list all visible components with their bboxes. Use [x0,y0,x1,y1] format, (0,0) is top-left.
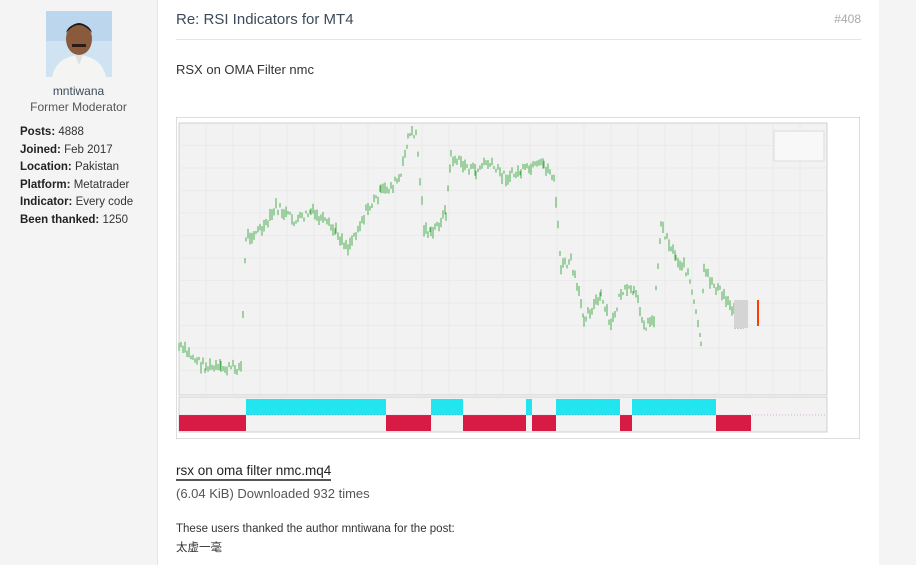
bear-block [532,415,556,431]
stat-indicator: Indicator: Every code [20,194,133,212]
stat-value: Every code [75,196,134,209]
stat-value: Pakistan [74,161,120,174]
attachment-download-link[interactable]: rsx on oma filter nmc.mq4 [176,463,332,481]
author-username[interactable]: mntiwana [52,84,105,98]
author-stats: Posts: 4888 Joined: Feb 2017 Location: P… [20,124,133,230]
thanks-label: These users thanked the author mntiwana … [176,523,455,535]
chart-screenshot-image[interactable] [175,116,861,440]
stat-joined: Joined: Feb 2017 [20,142,133,160]
stat-label: Platform: [20,178,71,191]
stat-label: Posts: [20,126,56,138]
stat-label: Joined: [20,143,61,156]
bull-block [632,399,716,415]
stat-location: Location: Pakistan [20,159,133,177]
post-title[interactable]: Re: RSI Indicators for MT4 [176,11,354,28]
post-body: RSX on OMA Filter nmc [176,62,314,77]
author-avatar[interactable] [46,11,112,77]
bull-block [556,399,620,415]
post-number[interactable]: #408 [834,12,861,26]
bull-block [246,399,328,415]
stat-thanked: Been thanked: 1250 [20,212,133,230]
page-gutter [879,0,916,565]
stat-value: 1250 [102,213,129,226]
thanks-user-link[interactable]: 太虚一毫 [176,542,222,554]
stat-value: Feb 2017 [64,143,113,156]
stat-label: Indicator: [20,196,73,209]
stat-posts: Posts: 4888 [20,124,133,142]
bear-block [386,415,431,431]
bear-block [716,415,751,431]
post-content: Re: RSI Indicators for MT4 #408 RSX on O… [157,0,880,565]
bull-block [328,399,386,415]
stat-value[interactable]: 4888 [58,126,84,138]
author-rank: Former Moderator [30,100,127,114]
bull-block [431,399,463,415]
author-profile: mntiwana Former Moderator Posts: 4888 Jo… [0,0,157,565]
divider [176,39,861,40]
stat-value: Metatrader [73,178,130,191]
bear-block [620,415,632,431]
attachment-info: (6.04 KiB) Downloaded 932 times [176,486,370,501]
stat-platform: Platform: Metatrader [20,177,133,195]
bull-block [526,399,532,415]
bear-block [463,415,526,431]
stat-label: Location: [20,161,72,174]
stat-label: Been thanked: [20,213,100,226]
bear-block [179,415,246,431]
